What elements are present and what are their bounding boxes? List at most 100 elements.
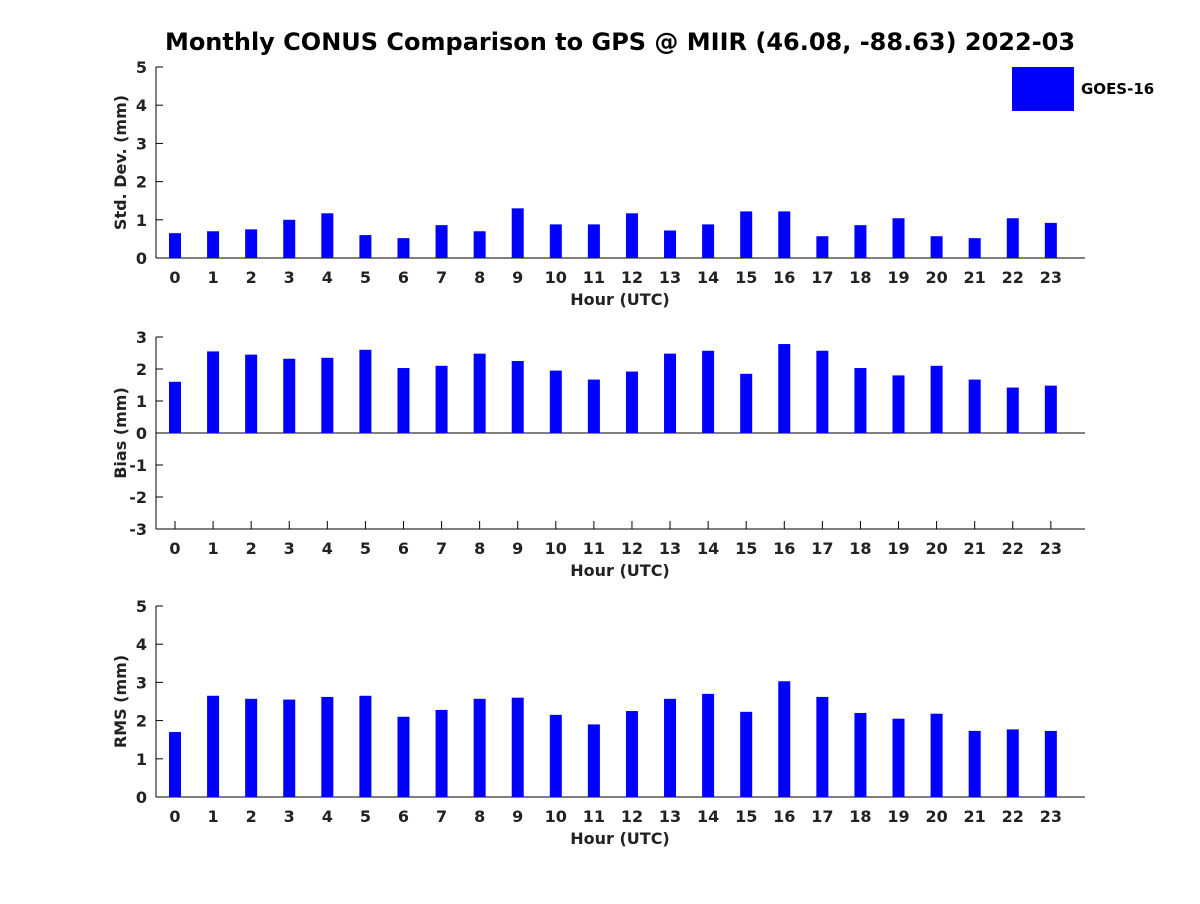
x-tick-label: 4	[322, 539, 333, 558]
bar-hour-16	[778, 344, 791, 433]
x-tick-label: 2	[246, 807, 257, 826]
x-tick-label: 10	[545, 268, 567, 287]
x-tick-label: 13	[659, 807, 681, 826]
x-tick-label: 7	[436, 539, 447, 558]
bar-hour-19	[892, 375, 905, 433]
bar-hour-7	[435, 365, 448, 433]
x-tick-label: 1	[208, 268, 219, 287]
y-tick-label: 5	[136, 597, 147, 616]
x-tick-label: 16	[773, 807, 795, 826]
x-tick-label: 5	[360, 807, 371, 826]
x-tick-label: 3	[284, 807, 295, 826]
x-tick-label: 0	[169, 268, 180, 287]
bar-hour-12	[625, 711, 638, 797]
chart-title: Monthly CONUS Comparison to GPS @ MIIR (…	[164, 28, 1076, 56]
x-tick-label: 12	[621, 807, 643, 826]
x-tick-label: 18	[849, 539, 871, 558]
legend-swatch	[1012, 67, 1074, 111]
bar-hour-6	[397, 716, 410, 797]
bar-hour-1	[207, 231, 220, 258]
x-tick-label: 16	[773, 268, 795, 287]
bar-hour-22	[1006, 387, 1019, 433]
x-tick-label: 7	[436, 807, 447, 826]
bar-hour-9	[511, 697, 524, 797]
bar-hour-14	[702, 350, 715, 433]
bar-hour-10	[549, 370, 562, 433]
bar-hour-18	[854, 712, 867, 797]
x-tick-label: 18	[849, 268, 871, 287]
bar-hour-19	[892, 218, 905, 258]
x-tick-label: 2	[246, 539, 257, 558]
x-tick-label: 21	[964, 539, 986, 558]
bar-hour-6	[397, 238, 410, 258]
x-tick-label: 3	[284, 539, 295, 558]
x-tick-label: 13	[659, 268, 681, 287]
y-tick-label: 1	[136, 211, 147, 230]
bar-hour-11	[587, 224, 600, 258]
x-tick-label: 3	[284, 268, 295, 287]
x-axis-label: Hour (UTC)	[570, 561, 670, 580]
y-axis-label: Std. Dev. (mm)	[111, 95, 130, 230]
x-tick-label: 8	[474, 539, 485, 558]
x-tick-label: 8	[474, 807, 485, 826]
bar-hour-3	[283, 358, 296, 433]
x-tick-label: 17	[811, 539, 833, 558]
x-tick-label: 7	[436, 268, 447, 287]
y-tick-label: 2	[136, 712, 147, 731]
bar-hour-14	[702, 224, 715, 258]
x-tick-label: 9	[512, 807, 523, 826]
y-tick-label: 1	[136, 750, 147, 769]
bar-hour-12	[625, 213, 638, 258]
y-tick-label: 2	[136, 360, 147, 379]
bar-hour-8	[473, 353, 486, 433]
bar-hour-21	[968, 730, 981, 797]
y-tick-label: 5	[136, 58, 147, 77]
x-tick-label: 11	[583, 268, 605, 287]
x-tick-label: 15	[735, 268, 757, 287]
x-tick-label: 19	[887, 268, 909, 287]
x-tick-label: 20	[925, 807, 947, 826]
bar-hour-17	[816, 696, 829, 797]
y-tick-label: 4	[136, 635, 147, 654]
bar-hour-15	[740, 373, 753, 433]
x-tick-label: 4	[322, 268, 333, 287]
bar-hour-8	[473, 231, 486, 258]
x-tick-label: 15	[735, 807, 757, 826]
bar-hour-7	[435, 225, 448, 258]
x-tick-label: 9	[512, 539, 523, 558]
x-tick-label: 11	[583, 539, 605, 558]
bar-hour-1	[207, 351, 220, 433]
x-tick-label: 14	[697, 539, 719, 558]
y-tick-label: -1	[129, 456, 147, 475]
bar-hour-2	[245, 229, 258, 258]
bar-hour-18	[854, 225, 867, 258]
y-axis-label: Bias (mm)	[111, 387, 130, 479]
x-axis-label: Hour (UTC)	[570, 829, 670, 848]
x-tick-label: 22	[1002, 539, 1024, 558]
bar-hour-1	[207, 695, 220, 797]
x-tick-label: 20	[925, 268, 947, 287]
bar-hour-18	[854, 368, 867, 433]
bar-hour-22	[1006, 729, 1019, 797]
y-tick-label: 1	[136, 392, 147, 411]
bar-hour-10	[549, 224, 562, 258]
y-tick-label: 2	[136, 173, 147, 192]
x-tick-label: 1	[208, 807, 219, 826]
legend-label: GOES-16	[1081, 80, 1155, 98]
x-tick-label: 2	[246, 268, 257, 287]
x-tick-label: 19	[887, 807, 909, 826]
bar-hour-12	[625, 371, 638, 433]
bar-hour-20	[930, 365, 943, 433]
x-tick-label: 17	[811, 807, 833, 826]
bar-hour-16	[778, 211, 791, 258]
bar-hour-21	[968, 379, 981, 433]
x-tick-label: 0	[169, 807, 180, 826]
x-tick-label: 10	[545, 539, 567, 558]
bar-hour-2	[245, 354, 258, 433]
y-tick-label: 0	[136, 424, 147, 443]
bar-hour-5	[359, 349, 372, 433]
bar-hour-3	[283, 699, 296, 797]
x-tick-label: 0	[169, 539, 180, 558]
